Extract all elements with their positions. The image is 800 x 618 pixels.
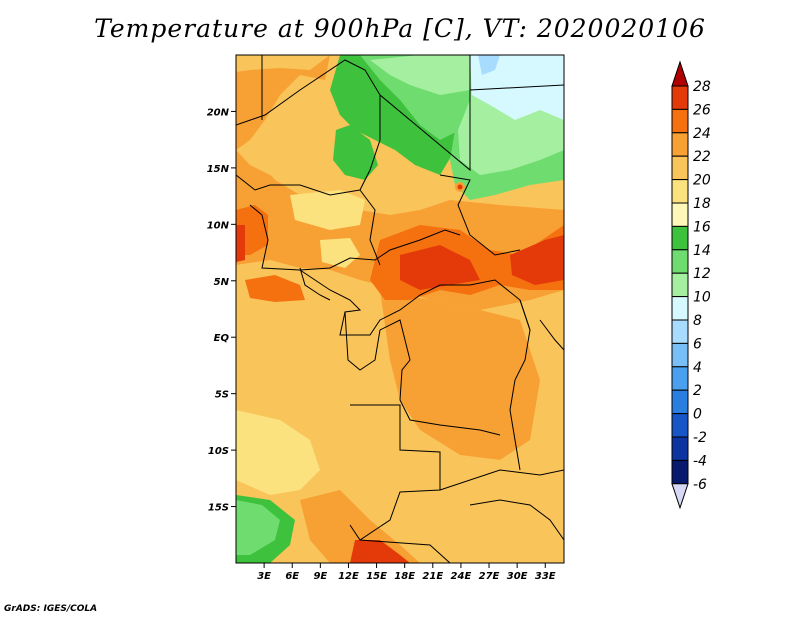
colorbar-swatch bbox=[671, 459, 689, 485]
colorbar-label: 4 bbox=[693, 360, 702, 376]
colorbar-swatch bbox=[671, 132, 689, 157]
map-title: Temperature at 900hPa [C], VT: 202002010… bbox=[94, 14, 706, 43]
lon-label: 27E bbox=[479, 571, 500, 582]
colorbar-swatch bbox=[671, 436, 689, 461]
temperature-field bbox=[236, 55, 564, 563]
colorbar-label: -4 bbox=[693, 453, 707, 469]
lon-label: 18E bbox=[394, 571, 415, 582]
colorbar-swatch bbox=[671, 225, 689, 251]
colorbar-swatch bbox=[671, 155, 689, 181]
colorbar-label: 24 bbox=[693, 126, 711, 142]
lat-label: 5S bbox=[215, 390, 229, 401]
country-boundaries bbox=[236, 55, 564, 563]
lon-label: 24E bbox=[451, 571, 472, 582]
colorbar-label: 26 bbox=[693, 102, 711, 118]
lon-label: 30E bbox=[507, 571, 528, 582]
longitude-axis: 3E 6E 9E 12E 15E 18E 21E 24E 27E 30E 33E bbox=[257, 563, 556, 582]
colorbar-label: 8 bbox=[693, 313, 702, 329]
colorbar-max-arrow bbox=[671, 60, 689, 87]
colorbar-label: 14 bbox=[693, 243, 711, 259]
colorbar-swatch bbox=[671, 202, 689, 227]
colorbar-swatch bbox=[671, 108, 689, 134]
colorbar-swatch bbox=[671, 389, 689, 415]
colorbar-label: 12 bbox=[693, 266, 711, 282]
colorbar-label: 22 bbox=[693, 149, 711, 165]
lat-label: 15N bbox=[207, 164, 230, 175]
colorbar-swatch bbox=[671, 366, 689, 391]
lat-label: 20N bbox=[207, 107, 230, 118]
lon-label: 9E bbox=[313, 571, 327, 582]
lat-label: 5N bbox=[214, 277, 230, 288]
colorbar-swatch bbox=[671, 179, 689, 204]
lon-label: 6E bbox=[285, 571, 299, 582]
lat-label: 10N bbox=[207, 220, 230, 231]
colorbar-label: 0 bbox=[693, 407, 702, 423]
colorbar-swatch bbox=[671, 249, 689, 274]
colorbar-min-arrow bbox=[671, 483, 689, 510]
lat-label: EQ bbox=[214, 333, 230, 344]
colorbar-swatch bbox=[671, 272, 689, 298]
colorbar-label: 16 bbox=[693, 219, 711, 235]
colorbar-label: -2 bbox=[693, 430, 707, 446]
colorbar-swatch bbox=[671, 296, 689, 321]
colorbar-label: 10 bbox=[693, 290, 711, 306]
colorbar-swatch bbox=[671, 85, 689, 110]
colorbar-swatch bbox=[671, 413, 689, 438]
grads-credit: GrADS: IGES/COLA bbox=[4, 604, 98, 614]
lon-label: 21E bbox=[422, 571, 443, 582]
colorbar-label: 20 bbox=[693, 173, 711, 189]
lon-label: 15E bbox=[366, 571, 387, 582]
colorbar-label: 18 bbox=[693, 196, 711, 212]
lon-label: 12E bbox=[338, 571, 359, 582]
latitude-axis: 20N 15N 10N 5N EQ 5S 10S 15S bbox=[207, 107, 236, 514]
colorbar-label: 28 bbox=[693, 79, 711, 95]
colorbar-label: 6 bbox=[693, 336, 702, 352]
map-frame bbox=[235, 54, 565, 564]
lat-label: 15S bbox=[208, 503, 229, 514]
lat-label: 10S bbox=[208, 446, 229, 457]
colorbar-label: -6 bbox=[693, 477, 707, 493]
colorbar-swatch bbox=[671, 319, 689, 344]
lon-label: 3E bbox=[257, 571, 271, 582]
colorbar-label: 2 bbox=[693, 383, 702, 399]
colorbar-swatch bbox=[671, 342, 689, 368]
lon-label: 33E bbox=[535, 571, 556, 582]
